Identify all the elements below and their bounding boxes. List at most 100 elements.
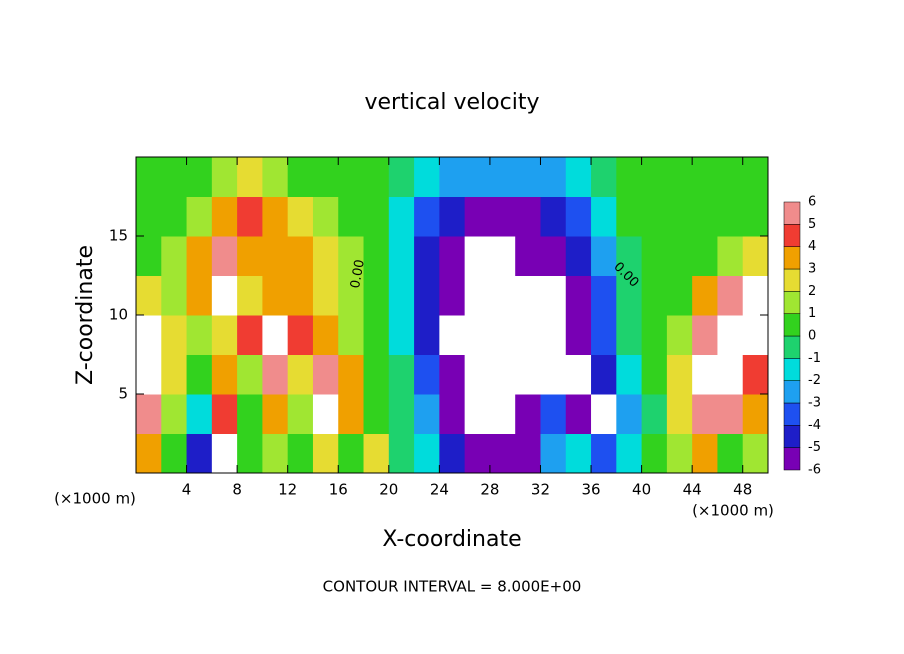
cell bbox=[515, 196, 541, 237]
cell bbox=[186, 433, 213, 474]
cell bbox=[136, 433, 162, 474]
colorbar-swatch bbox=[783, 335, 801, 359]
cell bbox=[262, 236, 289, 276]
cell bbox=[742, 157, 769, 197]
cell bbox=[161, 433, 188, 474]
cell bbox=[312, 275, 339, 316]
cell bbox=[666, 157, 693, 197]
cell bbox=[742, 394, 769, 434]
cell bbox=[161, 354, 188, 395]
cell bbox=[312, 433, 339, 474]
cell bbox=[312, 315, 339, 355]
chart-title: vertical velocity bbox=[364, 90, 539, 115]
cell bbox=[742, 196, 769, 237]
colorbar-swatch bbox=[783, 246, 801, 270]
cell bbox=[641, 196, 668, 237]
cell bbox=[287, 315, 314, 355]
cell bbox=[591, 354, 617, 395]
cell bbox=[186, 236, 213, 276]
cell bbox=[338, 433, 365, 474]
cell bbox=[540, 275, 567, 316]
cell bbox=[717, 315, 744, 355]
cell bbox=[161, 394, 188, 434]
cell bbox=[717, 275, 744, 316]
cell bbox=[363, 315, 390, 355]
cell bbox=[591, 433, 617, 474]
cell bbox=[717, 196, 744, 237]
colorbar-swatch bbox=[783, 402, 801, 426]
colorbar-swatch bbox=[783, 268, 801, 292]
cell bbox=[439, 394, 466, 434]
cell bbox=[136, 275, 162, 316]
cell bbox=[262, 275, 289, 316]
cell bbox=[211, 157, 238, 197]
cell bbox=[489, 196, 516, 237]
cell bbox=[515, 157, 541, 197]
cell bbox=[692, 354, 718, 395]
cell bbox=[414, 157, 440, 197]
cell bbox=[363, 236, 390, 276]
cell bbox=[388, 315, 415, 355]
cell bbox=[464, 394, 491, 434]
cell bbox=[641, 157, 668, 197]
cell bbox=[211, 275, 238, 316]
cell bbox=[388, 196, 415, 237]
cell bbox=[262, 157, 289, 197]
cell bbox=[388, 157, 415, 197]
colorbar-label: 1 bbox=[808, 306, 816, 321]
cell bbox=[439, 433, 466, 474]
cell bbox=[692, 315, 718, 355]
cell bbox=[489, 433, 516, 474]
colorbar-label: 2 bbox=[808, 284, 816, 299]
cell bbox=[742, 275, 769, 316]
cell bbox=[616, 354, 643, 395]
cell bbox=[565, 275, 592, 316]
cell bbox=[237, 275, 263, 316]
cell bbox=[237, 315, 263, 355]
cell bbox=[666, 433, 693, 474]
colorbar-label: 6 bbox=[808, 195, 816, 210]
cell bbox=[136, 354, 162, 395]
cell bbox=[489, 275, 516, 316]
cell bbox=[186, 275, 213, 316]
y-tick-label: 15 bbox=[109, 227, 128, 245]
colorbar-label: 3 bbox=[808, 262, 816, 277]
cell bbox=[489, 394, 516, 434]
cell bbox=[262, 394, 289, 434]
cell bbox=[287, 394, 314, 434]
colorbar-swatch bbox=[783, 447, 801, 471]
cell bbox=[464, 157, 491, 197]
cell bbox=[211, 354, 238, 395]
cell bbox=[565, 394, 592, 434]
cell bbox=[161, 196, 188, 237]
cell bbox=[237, 157, 263, 197]
cell bbox=[414, 394, 440, 434]
cell bbox=[414, 354, 440, 395]
x-axis-label: X-coordinate bbox=[382, 527, 521, 552]
cell bbox=[312, 354, 339, 395]
cell bbox=[439, 157, 466, 197]
cell bbox=[515, 433, 541, 474]
cell bbox=[641, 275, 668, 316]
cell bbox=[464, 433, 491, 474]
cell bbox=[363, 354, 390, 395]
cell bbox=[262, 433, 289, 474]
cell bbox=[717, 236, 744, 276]
cell bbox=[388, 433, 415, 474]
cell bbox=[388, 394, 415, 434]
cell bbox=[262, 354, 289, 395]
cell bbox=[692, 157, 718, 197]
cell bbox=[414, 315, 440, 355]
colorbar-swatch bbox=[783, 201, 801, 225]
cell bbox=[338, 354, 365, 395]
x-tick-label: 36 bbox=[581, 481, 600, 499]
colorbar-swatch bbox=[783, 224, 801, 247]
cell bbox=[717, 157, 744, 197]
cell bbox=[287, 433, 314, 474]
cell bbox=[540, 354, 567, 395]
cell bbox=[414, 236, 440, 276]
cell bbox=[287, 275, 314, 316]
colorbar-swatch bbox=[783, 358, 801, 381]
x-tick-label: 8 bbox=[232, 481, 242, 499]
